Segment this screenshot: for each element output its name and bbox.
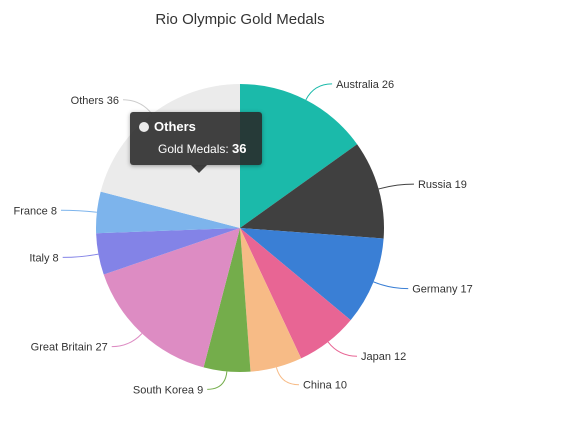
label-connector (62, 253, 99, 258)
tooltip-value: 36 (232, 141, 247, 156)
slice-label: France 8 (14, 205, 57, 217)
pie-slice-france[interactable] (96, 191, 241, 234)
tooltip-label: Gold Medals: (158, 142, 229, 156)
slice-label: Japan 12 (361, 351, 406, 363)
pie-slices (96, 84, 384, 372)
slice-label: Germany 17 (412, 284, 473, 296)
label-connector (111, 333, 143, 348)
slice-label: Others 36 (71, 95, 119, 107)
label-connector (373, 281, 409, 290)
pie-slice-italy[interactable] (96, 228, 240, 275)
pie-labels: Australia 26 Russia 19 Germany 17 Japan 12 C… (14, 79, 473, 396)
label-connector (275, 367, 299, 386)
slice-label: South Korea 9 (133, 384, 203, 396)
pie-slice-south-korea[interactable] (203, 228, 251, 372)
chart-tooltip: Others Gold Medals: 36 (130, 112, 262, 173)
tooltip-series-name: Others (154, 119, 196, 134)
slice-label: Great Britain 27 (31, 342, 108, 354)
tooltip-header: Others (139, 119, 196, 134)
label-connector (207, 371, 228, 390)
slice-label: Australia 26 (336, 79, 394, 91)
pie-slice-germany[interactable] (240, 228, 384, 321)
label-connector (60, 209, 97, 213)
tooltip-dot-icon (139, 121, 149, 132)
label-connector (327, 341, 358, 357)
pie-slice-russia[interactable] (240, 144, 384, 239)
label-connector (122, 99, 153, 115)
pie-slice-australia[interactable] (240, 84, 358, 228)
pie-slice-japan[interactable] (240, 228, 351, 359)
pie-slice-china[interactable] (240, 228, 302, 372)
slice-label: Russia 19 (418, 179, 467, 191)
pie-slice-great-britain[interactable] (103, 228, 240, 368)
chart-title: Rio Olympic Gold Medals (155, 11, 324, 28)
slice-label: Italy 8 (29, 252, 58, 264)
slice-label: China 10 (303, 380, 347, 392)
tooltip-value-row: Gold Medals: 36 (158, 141, 247, 156)
label-connector (378, 183, 414, 190)
label-connector (305, 83, 333, 101)
